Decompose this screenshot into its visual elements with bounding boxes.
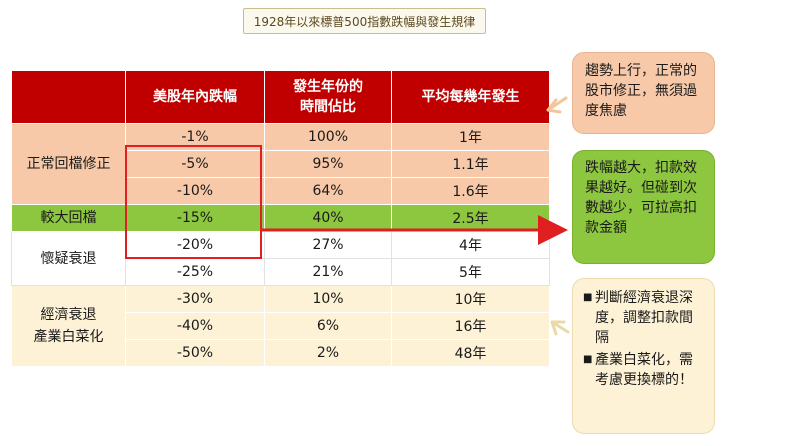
cell-frequency: 1.1年 [391, 150, 550, 178]
header-share: 發生年份的 時間佔比 [264, 70, 392, 124]
square-bullet-icon: ■ [583, 354, 593, 365]
cell-frequency: 16年 [391, 312, 550, 340]
cell-frequency: 48年 [391, 339, 550, 367]
cell-drop: -5% [125, 150, 265, 178]
note-recession: ■ 判斷經濟衰退深度，調整扣款間隔 ■ 產業白菜化，需考慮更換標的！ [572, 278, 715, 434]
note-bullet-text: 產業白菜化，需考慮更換標的！ [595, 352, 693, 388]
note-bullet-text: 判斷經濟衰退深度，調整扣款間隔 [595, 290, 693, 346]
header-category [11, 70, 126, 124]
highlight-box [125, 145, 262, 259]
note-large-correction: 跌幅越大，扣款效果越好。但碰到次數越少，可拉高扣款金額 [572, 150, 715, 264]
table-row: 懷疑衰退 -20% 27% 4年 [11, 231, 550, 286]
header-drop: 美股年內跌幅 [125, 70, 265, 124]
drop-frequency-table: 美股年內跌幅 發生年份的 時間佔比 平均每幾年發生 正常回檔修正 -1% 100… [11, 70, 550, 367]
header-frequency: 平均每幾年發生 [391, 70, 550, 124]
table-row: -25% 21% 5年 [12, 258, 550, 286]
category-normal: 正常回檔修正 [11, 123, 126, 205]
table-row: 較大回檔 -15% 40% 2.5年 [11, 204, 550, 232]
cell-share: 10% [264, 285, 392, 313]
cell-frequency: 4年 [391, 231, 550, 259]
pointer-arrow-1 [546, 96, 568, 114]
pointer-arrow-3 [550, 320, 570, 336]
cell-drop: -50% [125, 339, 265, 367]
square-bullet-icon: ■ [583, 292, 593, 303]
cell-share: 2% [264, 339, 392, 367]
cell-frequency: 10年 [391, 285, 550, 313]
cell-drop: -25% [125, 258, 265, 286]
cell-share: 27% [264, 231, 392, 259]
table-header-row: 美股年內跌幅 發生年份的 時間佔比 平均每幾年發生 [11, 70, 550, 124]
cell-share: 21% [264, 258, 392, 286]
cell-frequency: 1年 [391, 123, 550, 151]
cell-share: 100% [264, 123, 392, 151]
cell-drop: -20% [125, 231, 265, 259]
cell-drop: -10% [125, 177, 265, 205]
cell-share: 6% [264, 312, 392, 340]
chart-title: 1928年以來標普500指數跌幅與發生規律 [243, 8, 486, 34]
category-large: 較大回檔 [11, 204, 126, 232]
cell-frequency: 5年 [391, 258, 550, 286]
table-row: 經濟衰退 產業白菜化 -30% 10% 10年 [11, 285, 550, 367]
table-row: 正常回檔修正 -1% 100% 1年 [11, 123, 550, 205]
note-bullet-item: ■ 產業白菜化，需考慮更換標的！ [583, 350, 704, 390]
note-normal-correction: 趨勢上行，正常的股市修正，無須過度焦慮 [572, 52, 715, 134]
note-bullet-item: ■ 判斷經濟衰退深度，調整扣款間隔 [583, 288, 704, 348]
